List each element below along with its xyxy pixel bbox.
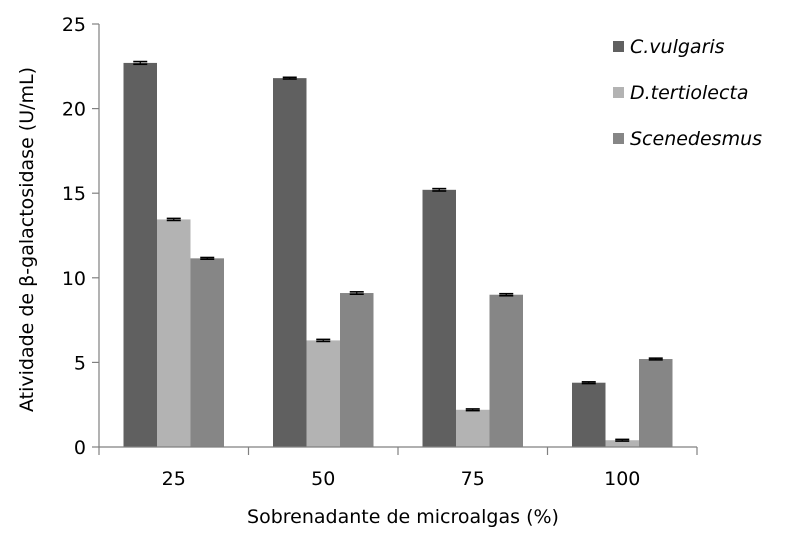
- legend-swatch: [613, 41, 624, 52]
- bar: [123, 62, 157, 447]
- x-tick-label: 75: [461, 468, 485, 490]
- y-axis-ticks: 0 5 10 15 20 25: [62, 14, 99, 459]
- bar: [456, 409, 490, 447]
- y-tick-label: 15: [62, 183, 86, 205]
- legend-label: Scenedesmus: [630, 128, 762, 150]
- bar: [306, 340, 340, 447]
- bar: [639, 359, 673, 447]
- legend-label: D.tertiolecta: [630, 82, 748, 104]
- bar: [157, 219, 191, 447]
- x-axis-title: Sobrenadante de microalgas (%): [247, 506, 559, 528]
- x-tick-label: 50: [311, 468, 335, 490]
- legend-label: C.vulgaris: [630, 36, 725, 58]
- legend-swatch: [613, 133, 624, 144]
- y-tick-label: 0: [74, 437, 86, 459]
- bar: [489, 294, 523, 447]
- bar: [422, 189, 456, 448]
- bar: [190, 258, 224, 447]
- y-axis-title: Atividade de β-galactosidase (U/mL): [16, 67, 38, 412]
- plot-area: [123, 60, 673, 448]
- x-axis-ticks: 25 50 75 100: [98, 447, 698, 490]
- legend-swatch: [613, 87, 624, 98]
- bar: [605, 440, 639, 447]
- bar: [572, 382, 606, 447]
- y-tick-label: 5: [74, 352, 86, 374]
- x-tick-label: 25: [162, 468, 186, 490]
- bar: [273, 78, 307, 448]
- y-tick-label: 10: [62, 268, 86, 290]
- y-tick-label: 20: [62, 99, 86, 121]
- bar: [340, 293, 374, 447]
- y-tick-label: 25: [62, 14, 86, 36]
- legend: C.vulgaris D.tertiolecta Scenedesmus: [613, 36, 762, 150]
- x-tick-label: 100: [604, 468, 640, 490]
